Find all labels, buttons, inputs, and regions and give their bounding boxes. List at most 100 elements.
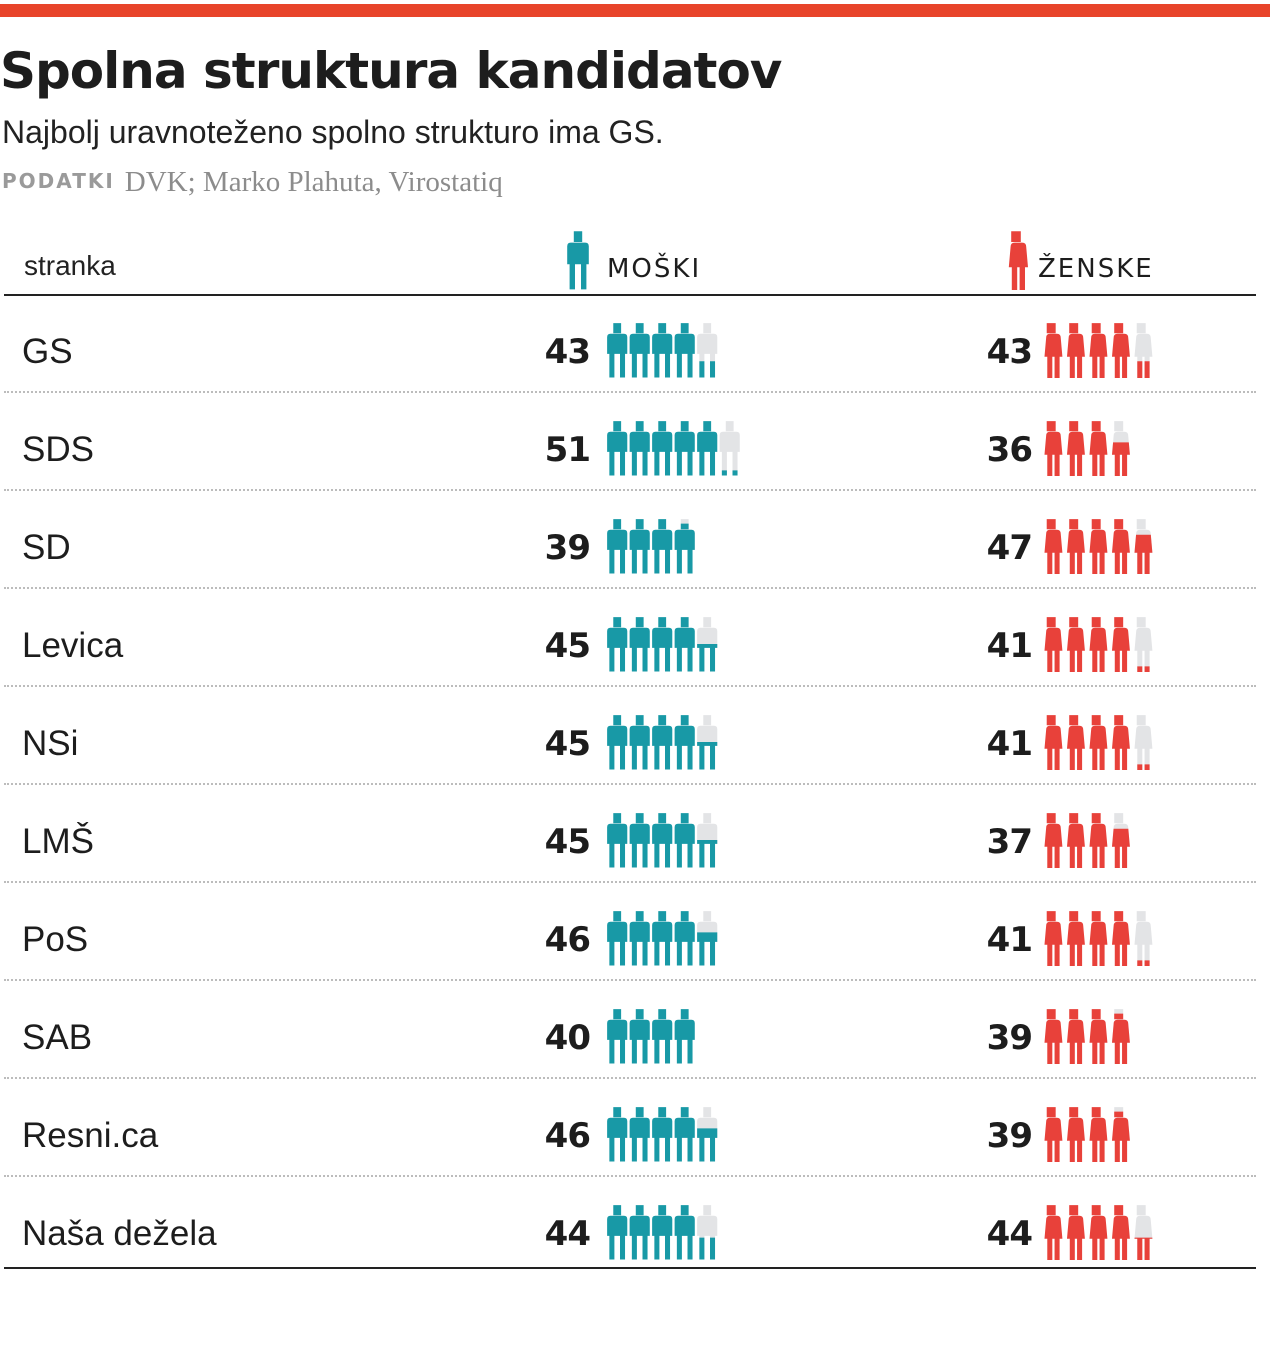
male-icon (652, 813, 673, 868)
male-icon (607, 1205, 628, 1260)
female-icon (1044, 519, 1063, 574)
male-icon (607, 715, 628, 770)
men-count: 51 (544, 430, 591, 470)
female-pictogram (1044, 617, 1153, 673)
men-count: 45 (544, 724, 591, 764)
men-count: 40 (544, 1018, 591, 1058)
women-count: 36 (986, 430, 1033, 470)
men-count: 43 (544, 332, 591, 372)
male-icon (697, 323, 718, 378)
women-count: 39 (986, 1116, 1033, 1156)
men-count: 46 (544, 920, 591, 960)
female-icon (1111, 813, 1130, 869)
party-label: SD (22, 528, 71, 567)
female-icon (1134, 715, 1153, 771)
source-line: PODATKI DVK; Marko Plahuta, Virostatiq (2, 166, 503, 199)
male-icon (674, 519, 695, 574)
male-icon (697, 421, 718, 476)
female-icon (1066, 617, 1085, 672)
male-icon (674, 1205, 695, 1260)
female-icon (1044, 813, 1063, 868)
male-icon (629, 1009, 650, 1064)
female-pictogram (1044, 715, 1153, 771)
female-icon (1066, 1205, 1085, 1260)
male-icon (697, 1107, 718, 1162)
male-icon (607, 1009, 628, 1064)
female-icon (1044, 911, 1063, 966)
male-icon (607, 617, 628, 672)
female-icon (1008, 231, 1028, 290)
party-label: PoS (22, 920, 89, 959)
party-label: NSi (22, 724, 79, 763)
female-icon (1044, 617, 1063, 672)
female-icon (1111, 715, 1130, 770)
male-icon (697, 1205, 718, 1260)
female-icon (1134, 617, 1153, 673)
female-icon (1066, 715, 1085, 770)
row-separator (4, 489, 1256, 491)
row-separator (4, 979, 1256, 981)
female-icon (1111, 323, 1130, 378)
party-label: LMŠ (22, 822, 94, 861)
row-separator (4, 391, 1256, 393)
row-separator (4, 587, 1256, 589)
female-icon (1111, 1107, 1130, 1163)
male-icon (652, 1107, 673, 1162)
party-label: SAB (22, 1018, 93, 1057)
male-pictogram (607, 1009, 695, 1064)
male-icon (674, 715, 695, 770)
male-icon (607, 911, 628, 966)
men-count: 46 (544, 1116, 591, 1156)
female-icon (1134, 911, 1153, 967)
chart-subtitle: Najbolj uravnoteženo spolno strukturo im… (2, 114, 664, 150)
women-count: 47 (986, 528, 1033, 568)
female-icon (1111, 1009, 1130, 1065)
female-icon (1089, 1107, 1108, 1162)
male-icon (697, 715, 718, 770)
male-icon (697, 813, 718, 868)
women-count: 37 (986, 822, 1033, 862)
male-pictogram (607, 617, 718, 672)
party-label: Resni.ca (22, 1116, 159, 1155)
female-icon (1044, 1107, 1063, 1162)
male-pictogram (607, 323, 718, 378)
female-icon (1089, 1205, 1108, 1260)
women-count: 41 (986, 920, 1033, 960)
female-icon (1089, 813, 1108, 868)
male-icon (652, 1205, 673, 1260)
header-rule (4, 294, 1256, 296)
female-icon (1066, 813, 1085, 868)
female-icon (1111, 911, 1130, 966)
male-icon (629, 421, 650, 476)
male-icon (652, 715, 673, 770)
female-icon (1044, 715, 1063, 770)
men-count: 39 (544, 528, 591, 568)
source-label: PODATKI (2, 169, 115, 193)
male-pictogram (607, 911, 718, 966)
male-icon (607, 1107, 628, 1162)
female-icon (1089, 519, 1108, 574)
female-icon (1089, 323, 1108, 378)
male-pictogram (607, 519, 695, 574)
male-icon (674, 421, 695, 476)
male-pictogram (607, 715, 718, 770)
female-icon (1134, 1205, 1153, 1261)
top-accent-bar (0, 4, 1270, 17)
male-pictogram (607, 1107, 718, 1162)
party-label: Naša dežela (22, 1214, 217, 1253)
female-pictogram (1044, 813, 1130, 869)
women-count: 41 (986, 724, 1033, 764)
male-icon (607, 421, 628, 476)
chart-title: Spolna struktura kandidatov (0, 42, 782, 100)
women-count: 43 (986, 332, 1033, 372)
female-icon (1044, 1205, 1063, 1260)
male-icon (629, 715, 650, 770)
male-icon (629, 1107, 650, 1162)
female-icon (1066, 421, 1085, 476)
row-separator (4, 685, 1256, 687)
male-icon (697, 617, 718, 672)
column-header-party: stranka (24, 250, 116, 281)
male-icon (607, 813, 628, 868)
male-icon (674, 1107, 695, 1162)
female-icon (1066, 1009, 1085, 1064)
